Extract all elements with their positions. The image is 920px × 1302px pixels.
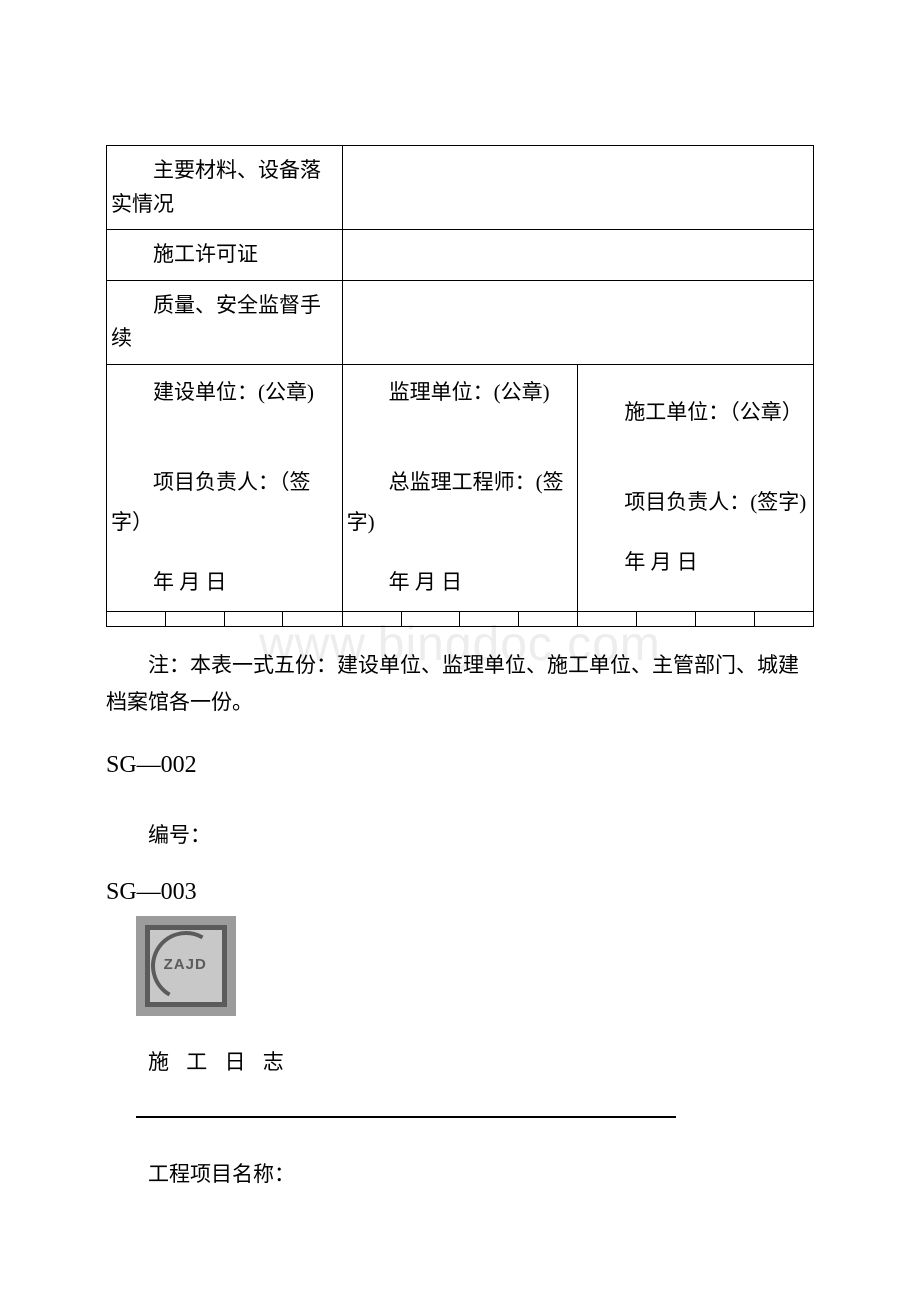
row-value-quality xyxy=(342,280,813,364)
sg-code-002: SG—002 xyxy=(106,752,814,779)
logo-text: ZAJD xyxy=(164,956,207,973)
project-name-label: 工程项目名称： xyxy=(106,1158,814,1188)
sig-org-3: 施工单位：（公章） xyxy=(582,393,809,433)
underline-rule xyxy=(136,1116,676,1118)
signature-construction-unit: 建设单位：(公章) 项目负责人：（签字） 年 月 日 xyxy=(107,364,343,611)
main-form-table: 主要材料、设备落实情况 施工许可证 质量、安全监督手续 建设单位：(公章) 项目… xyxy=(106,145,814,627)
sig-person-2: 总监理工程师：(签字) xyxy=(347,463,574,543)
sig-person-3: 项目负责人：(签字) xyxy=(582,483,809,523)
sig-org-1: 建设单位：(公章) xyxy=(111,373,338,413)
table-row: 施工许可证 xyxy=(107,230,814,281)
empty-footer-row xyxy=(107,611,814,626)
sig-date-2: 年 月 日 xyxy=(347,563,574,603)
logo-box: ZAJD xyxy=(136,916,236,1016)
empty-cell xyxy=(107,611,343,626)
construction-diary-title: 施 工 日 志 xyxy=(106,1046,814,1076)
sig-date-1: 年 月 日 xyxy=(111,563,338,603)
table-row: 质量、安全监督手续 xyxy=(107,280,814,364)
signature-supervision-unit: 监理单位：(公章) 总监理工程师：(签字) 年 月 日 xyxy=(342,364,578,611)
row-value-permit xyxy=(342,230,813,281)
logo-circle: ZAJD xyxy=(143,923,229,1009)
row-label-materials: 主要材料、设备落实情况 xyxy=(107,146,343,230)
table-row: 主要材料、设备落实情况 xyxy=(107,146,814,230)
row-label-quality: 质量、安全监督手续 xyxy=(107,280,343,364)
signature-row: 建设单位：(公章) 项目负责人：（签字） 年 月 日 监理单位：(公章) 总监理… xyxy=(107,364,814,611)
sg-code-003: SG—003 xyxy=(106,879,814,906)
empty-cell xyxy=(342,611,578,626)
sig-org-2: 监理单位：(公章) xyxy=(347,373,574,413)
bianhao-label: 编号： xyxy=(106,819,814,849)
sig-date-3: 年 月 日 xyxy=(582,543,809,583)
logo-container: ZAJD xyxy=(136,916,814,1016)
empty-cell xyxy=(578,611,814,626)
row-value-materials xyxy=(342,146,813,230)
logo-inner: ZAJD xyxy=(145,925,227,1007)
note-text: 注：本表一式五份：建设单位、监理单位、施工单位、主管部门、城建档案馆各一份。 xyxy=(106,647,814,723)
sig-person-1: 项目负责人：（签字） xyxy=(111,463,338,543)
signature-builder-unit: 施工单位：（公章） 项目负责人：(签字) 年 月 日 xyxy=(578,364,814,611)
row-label-permit: 施工许可证 xyxy=(107,230,343,281)
